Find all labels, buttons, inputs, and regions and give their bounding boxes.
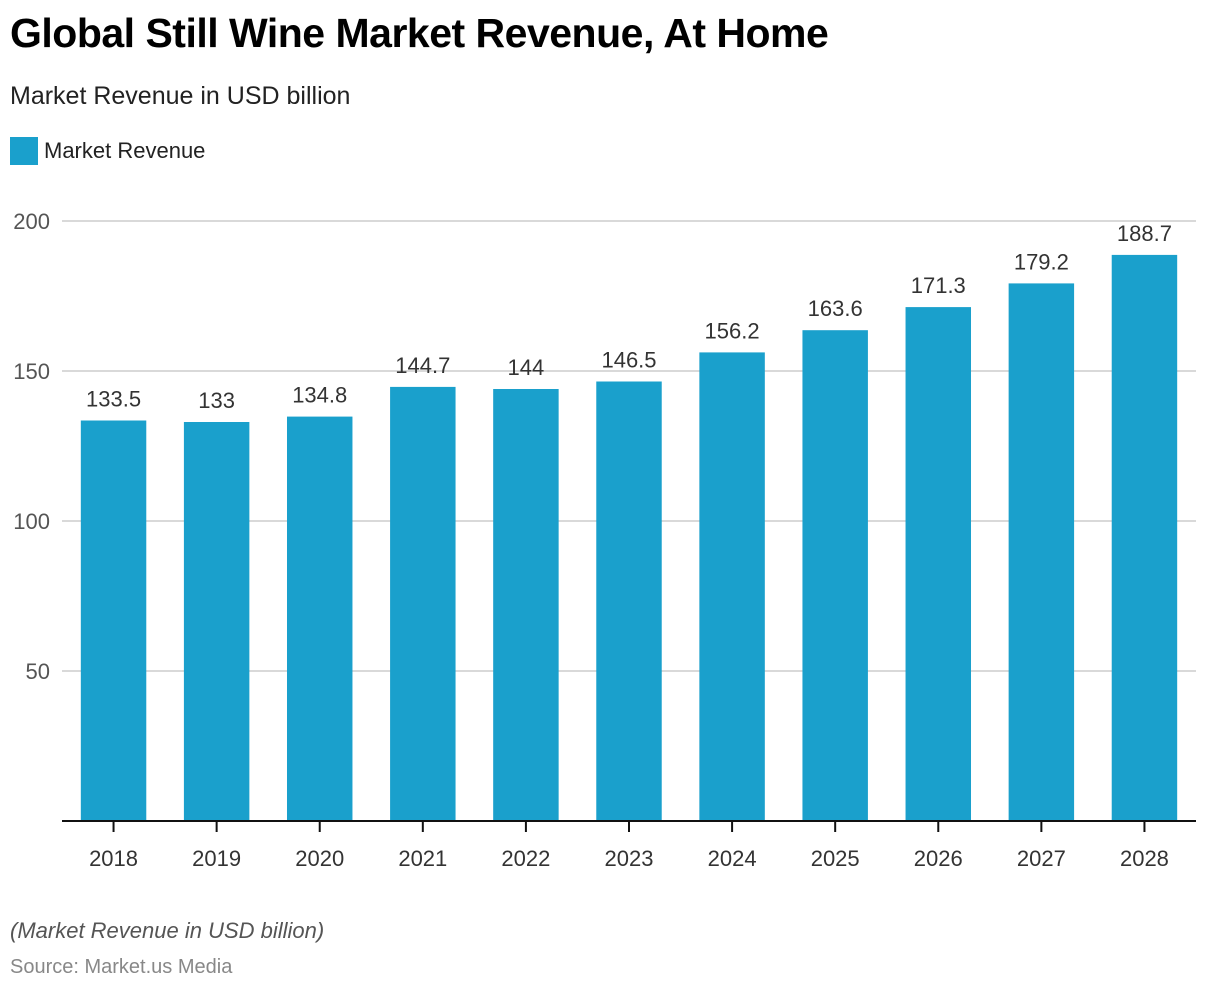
legend-label: Market Revenue	[44, 138, 206, 163]
data-label: 144	[508, 355, 545, 380]
data-label: 188.7	[1117, 221, 1172, 246]
bar	[905, 307, 972, 822]
data-label: 133.5	[86, 387, 141, 412]
x-tick-label: 2027	[1017, 846, 1066, 871]
x-tick-label: 2026	[914, 846, 963, 871]
bar	[1008, 283, 1075, 821]
data-label: 163.6	[808, 296, 863, 321]
data-label: 144.7	[395, 353, 450, 378]
bar	[286, 416, 353, 821]
legend: Market Revenue	[10, 137, 205, 165]
bar	[390, 386, 456, 821]
x-tick-label: 2028	[1120, 846, 1169, 871]
source-credit: Source: Market.us Media	[10, 956, 233, 978]
bar	[596, 381, 662, 821]
bar	[699, 352, 765, 821]
y-tick-label: 150	[13, 359, 50, 384]
data-label: 133	[198, 388, 235, 413]
legend-swatch	[10, 137, 38, 165]
bar	[493, 389, 559, 821]
bar	[80, 420, 147, 821]
y-tick-label: 200	[13, 209, 50, 234]
bar	[802, 330, 868, 821]
data-label: 134.8	[292, 383, 347, 408]
x-tick-label: 2020	[295, 846, 344, 871]
bar	[1111, 254, 1178, 821]
bar	[183, 422, 250, 821]
data-label: 179.2	[1014, 249, 1069, 274]
x-tick-label: 2019	[192, 846, 241, 871]
chart-title: Global Still Wine Market Revenue, At Hom…	[10, 10, 829, 56]
x-tick-label: 2024	[708, 846, 757, 871]
x-tick-label: 2021	[398, 846, 447, 871]
x-tick-label: 2023	[605, 846, 654, 871]
data-label: 146.5	[601, 348, 656, 373]
x-tick-label: 2018	[89, 846, 138, 871]
data-label: 171.3	[911, 273, 966, 298]
y-tick-label: 100	[13, 509, 50, 534]
x-tick-label: 2022	[501, 846, 550, 871]
data-label: 156.2	[705, 318, 760, 343]
chart-subtitle: Market Revenue in USD billion	[10, 82, 351, 110]
x-tick-label: 2025	[811, 846, 860, 871]
footer-note: (Market Revenue in USD billion)	[10, 918, 325, 943]
y-tick-label: 50	[26, 659, 50, 684]
